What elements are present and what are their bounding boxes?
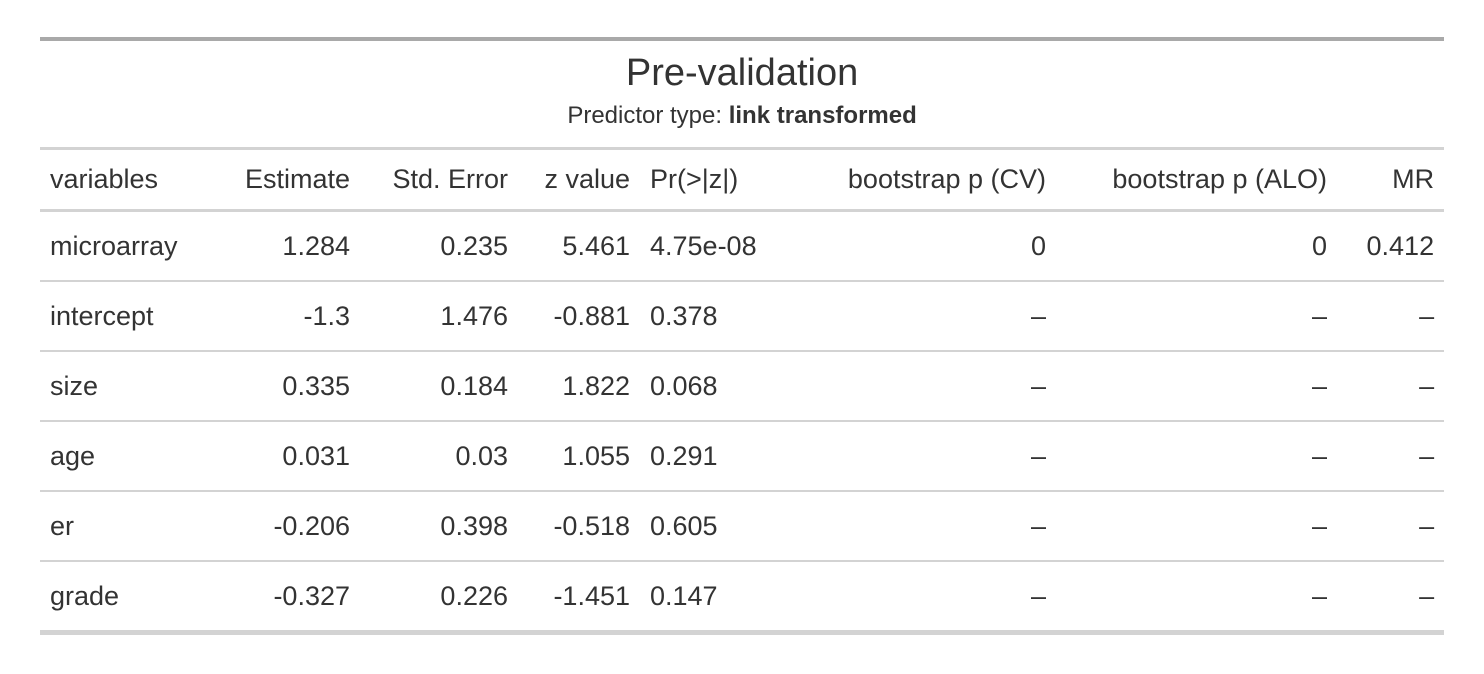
value-cell: -0.206 [215, 491, 360, 562]
value-cell: 1.055 [518, 421, 640, 492]
value-cell: – [795, 351, 1056, 422]
table-title: Pre-validation [625, 52, 859, 94]
value-cell: 0.335 [215, 351, 360, 422]
subtitle-bold-value: link transformed [728, 102, 917, 129]
variable-cell: microarray [40, 210, 215, 282]
column-header-mr: MR [1337, 147, 1445, 212]
table-row: intercept -1.3 1.476 -0.881 0.378– – – [40, 281, 1445, 352]
value-cell: 4.75e-08 [640, 210, 795, 282]
value-cell: – [795, 421, 1056, 492]
value-cell: – [1337, 491, 1445, 562]
value-cell: 0.412 [1337, 210, 1445, 282]
value-cell: -1.451 [553, 581, 630, 611]
table-row: grade -0.327 0.226 -1.451 0.147 – – – [40, 561, 1444, 633]
value-cell: 0.184 [360, 351, 518, 422]
value-cell: – [1056, 281, 1337, 352]
value-cell: – [1337, 351, 1445, 422]
variable-cell: er [40, 491, 215, 562]
value-cell: – [795, 491, 1056, 562]
table-subtitle: Predictor type: link transformed [40, 101, 1444, 131]
value-cell: – [1337, 421, 1445, 492]
table-subtitle-row: Predictor type: link transformed [40, 97, 1444, 149]
column-header-bootstrap-p-cv: bootstrap p (CV) [795, 147, 1056, 212]
value-cell: 0.031 [215, 421, 360, 492]
value-cell: – [795, 281, 1056, 352]
value-cell: 1.476 [360, 281, 518, 352]
table-body: microarray 1.284 0.235 5.461 4.75e-08 0 0 0.412… [40, 210, 1445, 633]
pre-validation-table: Pre-validation Predictor type: link tran… [40, 37, 1445, 635]
value-cell: 1.284 [215, 210, 360, 282]
column-header-row: variables Estimate Std. Error z value Pr… [40, 147, 1445, 212]
variable-cell: size [40, 351, 215, 422]
column-header-bootstrap-p-alo: bootstrap p (ALO) [1056, 147, 1337, 212]
table-heading-row: Pre-validation [40, 39, 1444, 97]
value-cell: – [1337, 281, 1445, 352]
value-cell: -0.327 [273, 581, 350, 611]
table-row: size 0.335 0.184 1.822 0.068– – – [40, 351, 1445, 422]
column-header-variables: variables [40, 147, 215, 212]
variable-cell: intercept [40, 281, 215, 352]
value-cell: 0.235 [360, 210, 518, 282]
column-header-z-value: z value [518, 147, 640, 212]
table-row: age 0.031 0.03 1.055 0.291– – – [40, 421, 1445, 492]
value-cell: – [1419, 581, 1435, 611]
value-cell: -0.518 [518, 491, 640, 562]
value-cell: – [1030, 581, 1046, 611]
value-cell: 5.461 [518, 210, 640, 282]
table-row: er -0.206 0.398 -0.518 0.605– – – [40, 491, 1445, 562]
value-cell: – [1056, 491, 1337, 562]
value-cell: 0.226 [440, 581, 508, 611]
value-cell: – [1311, 581, 1327, 611]
value-cell: 0.147 [650, 581, 718, 611]
pre-validation-table-container: Pre-validation Predictor type: link tran… [40, 37, 1445, 635]
value-cell: 0 [795, 210, 1056, 282]
column-header-std-error: Std. Error [360, 147, 518, 212]
variable-cell: grade [50, 581, 120, 611]
column-header-estimate: Estimate [215, 147, 360, 212]
value-cell: 1.822 [518, 351, 640, 422]
column-header-pr-z: Pr(>|z|) [640, 147, 795, 212]
value-cell: 0 [1056, 210, 1337, 282]
value-cell: -0.881 [518, 281, 640, 352]
value-cell: – [1056, 351, 1337, 422]
value-cell: 0.378 [640, 281, 795, 352]
value-cell: 0.398 [360, 491, 518, 562]
value-cell: 0.068 [640, 351, 795, 422]
subtitle-prefix: Predictor type: [567, 102, 729, 129]
value-cell: – [1056, 421, 1337, 492]
value-cell: 0.291 [640, 421, 795, 492]
value-cell: -1.3 [215, 281, 360, 352]
table-row: microarray 1.284 0.235 5.461 4.75e-08 0 0 0.412 [40, 210, 1445, 282]
variable-cell: age [40, 421, 215, 492]
value-cell: 0.605 [640, 491, 795, 562]
value-cell: 0.03 [360, 421, 518, 492]
